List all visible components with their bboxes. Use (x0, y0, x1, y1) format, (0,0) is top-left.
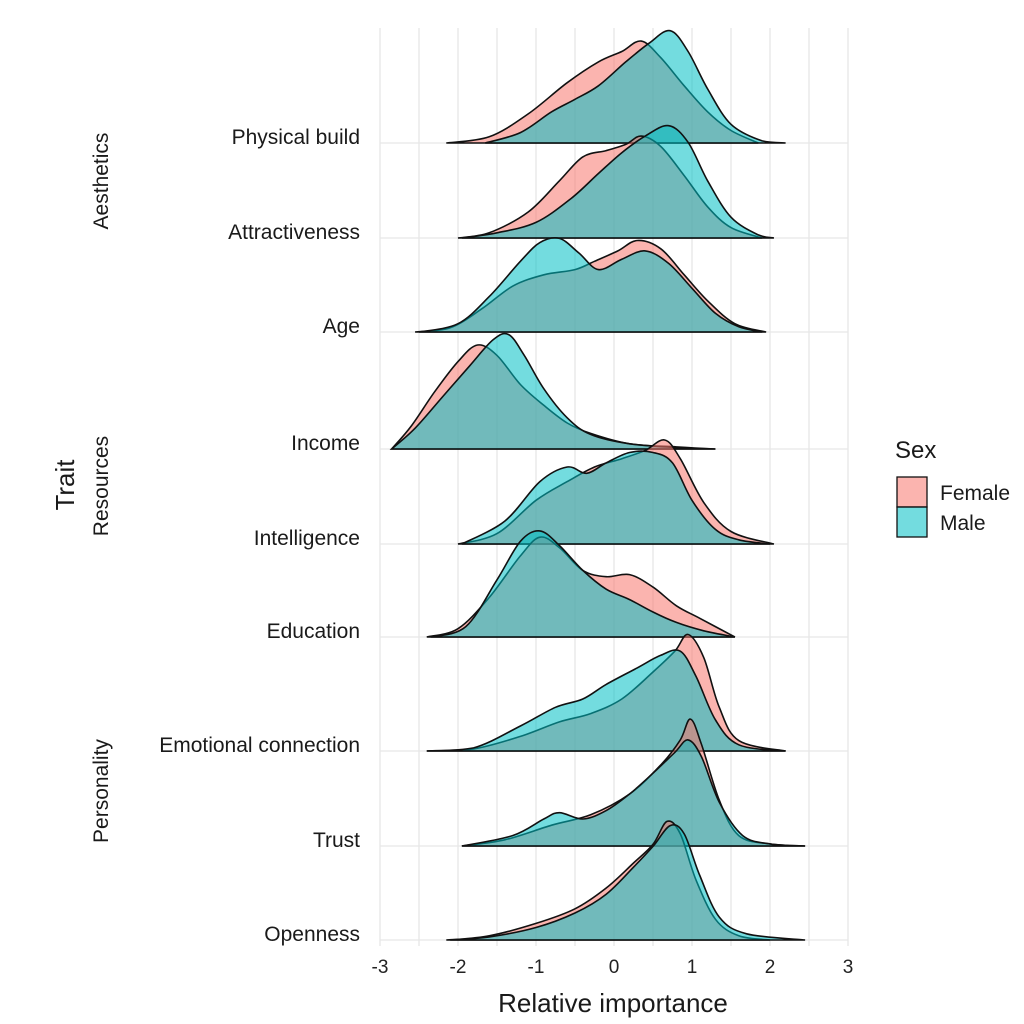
x-tick-label: 0 (609, 957, 620, 978)
legend-label-female: Female (940, 482, 1010, 505)
density-ridges (389, 29, 806, 941)
trait-label: Intelligence (254, 527, 360, 550)
trait-label: Physical build (232, 126, 360, 149)
x-tick-label: 3 (843, 957, 854, 978)
x-axis-title: Relative importance (498, 988, 728, 1018)
y-axis-title: Trait (50, 459, 80, 511)
trait-labels: Physical build Attractiveness Age Income Int… (159, 126, 360, 946)
trait-label: Income (291, 432, 360, 455)
ridge-attractiveness-male (461, 124, 775, 239)
ridge-emotional-connection-male (426, 649, 786, 752)
ridge-income-male (389, 332, 716, 450)
x-tick-label: -2 (450, 957, 467, 978)
ridge-openness-male (446, 824, 806, 941)
ridge-trust-male (461, 739, 806, 847)
x-tick-label: 2 (765, 957, 776, 978)
ridge-physical-build-male (485, 29, 786, 144)
legend-key-male (896, 506, 928, 538)
legend-title: Sex (895, 437, 936, 464)
x-tick-label: -1 (528, 957, 545, 978)
trait-label: Age (323, 315, 360, 338)
x-tick-label: -3 (372, 957, 389, 978)
group-label: Personality (90, 739, 113, 843)
ridge-age-male (418, 236, 763, 333)
x-tick-label: 1 (687, 957, 698, 978)
trait-label: Trust (313, 829, 360, 852)
trait-label: Emotional connection (159, 734, 360, 757)
trait-label: Openness (264, 923, 360, 946)
x-axis-ticks: -3 -2 -1 0 1 2 3 (372, 957, 854, 978)
group-labels: Aesthetics Resources Personality (90, 133, 113, 843)
ridge-intelligence-male (461, 450, 771, 545)
trait-label: Attractiveness (228, 221, 360, 244)
trait-label: Education (267, 620, 360, 643)
group-label: Resources (90, 436, 113, 536)
legend-key-female (896, 476, 928, 508)
legend: Sex Female Male (895, 437, 1010, 538)
ridge-education-male (430, 530, 736, 638)
legend-label-male: Male (940, 512, 986, 535)
group-label: Aesthetics (90, 133, 113, 230)
